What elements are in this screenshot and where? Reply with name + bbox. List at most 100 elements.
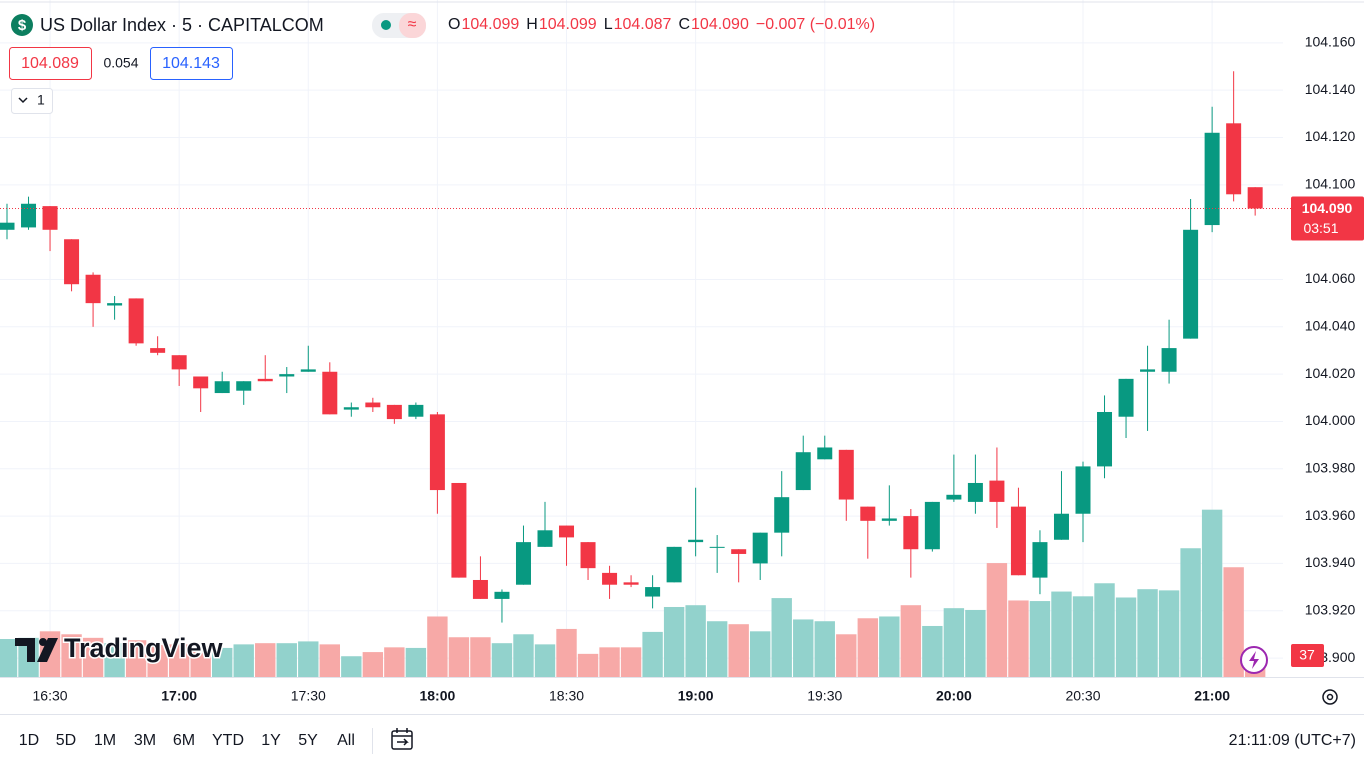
- settings-icon: [1326, 693, 1334, 701]
- candle-body: [365, 402, 381, 408]
- ohlc-value: 104.099: [539, 16, 597, 33]
- volume-bar: [384, 647, 405, 677]
- volume-bar: [233, 644, 254, 677]
- volume-bar: [405, 647, 427, 677]
- candle-body: [752, 532, 768, 564]
- x-tick-label: 18:00: [419, 688, 455, 704]
- range-button[interactable]: 5Y: [298, 732, 318, 749]
- candle-body: [666, 546, 682, 583]
- symbol-icon-glyph: $: [18, 17, 27, 34]
- range-button[interactable]: 1D: [19, 732, 39, 749]
- range-button[interactable]: All: [337, 732, 355, 749]
- volume-bar: [750, 631, 771, 677]
- range-button[interactable]: 3M: [134, 732, 156, 749]
- volume-label: 37: [1299, 647, 1315, 663]
- ohlc-key: H: [526, 16, 538, 33]
- volume-bar: [104, 643, 125, 677]
- candle-body: [989, 480, 1005, 502]
- volume-bar: [900, 605, 922, 677]
- volume-bar: [276, 643, 297, 677]
- x-tick-label: 20:00: [936, 688, 972, 704]
- candle-body: [1032, 542, 1048, 578]
- candle-body: [645, 587, 661, 597]
- candle-body: [214, 381, 230, 394]
- volume-bar: [470, 637, 491, 677]
- volume-bar: [879, 616, 900, 677]
- y-tick-label: 104.040: [1305, 318, 1356, 334]
- volume-bar: [1072, 596, 1094, 677]
- volume-bar: [857, 618, 878, 677]
- candle-body: [42, 206, 58, 230]
- x-tick-label: 19:00: [678, 688, 714, 704]
- x-tick-label: 19:30: [807, 688, 842, 704]
- countdown: 03:51: [1303, 220, 1338, 236]
- range-button[interactable]: YTD: [212, 732, 244, 749]
- volume-bar: [1180, 548, 1201, 677]
- candle-body: [279, 374, 295, 377]
- ask-box[interactable]: [150, 47, 233, 80]
- candle-body: [451, 482, 467, 578]
- delayed-badge: [399, 13, 426, 38]
- candle-body: [171, 355, 187, 370]
- x-tick-label: 17:30: [291, 688, 326, 704]
- candle-body: [946, 494, 962, 500]
- range-button[interactable]: 1Y: [261, 732, 281, 749]
- y-tick-label: 104.140: [1305, 81, 1356, 97]
- goto-date-icon[interactable]: [391, 730, 413, 750]
- candle-body: [64, 239, 80, 285]
- spread: 0.054: [103, 55, 138, 71]
- range-buttons: 1D 5D 1M 3M 6M YTD 1Y 5Y All: [19, 732, 355, 749]
- candle-body: [85, 274, 101, 304]
- range-button[interactable]: 6M: [173, 732, 195, 749]
- bid-box[interactable]: [9, 47, 92, 80]
- market-open-dot: [381, 20, 391, 30]
- candle-body: [602, 572, 618, 585]
- volume-bar: [61, 634, 82, 677]
- volume-bar: [577, 653, 599, 677]
- volume-bar: [168, 644, 190, 677]
- range-button[interactable]: 5D: [56, 732, 76, 749]
- candle-body: [343, 407, 359, 410]
- candle-body: [128, 298, 144, 344]
- candle-body: [429, 414, 445, 491]
- candle-body: [688, 539, 704, 543]
- volume-bar: [1094, 583, 1115, 677]
- y-tick-label: 103.920: [1305, 601, 1356, 617]
- volume-bar: [599, 647, 620, 677]
- candle-body: [472, 579, 488, 599]
- candle-body: [408, 404, 424, 417]
- volume-bar: [255, 643, 276, 677]
- candle-body: [150, 348, 166, 353]
- volume-bar: [620, 647, 642, 677]
- volume-bar: [771, 598, 792, 677]
- volume-bar: [943, 608, 965, 677]
- candle-body: [537, 530, 553, 547]
- ohlc-key: L: [604, 16, 613, 33]
- volume-bar: [986, 563, 1008, 677]
- candle-body: [817, 447, 833, 460]
- volume-bar: [1051, 591, 1072, 677]
- volume-bar: [1115, 597, 1137, 677]
- range-button[interactable]: 1M: [94, 732, 116, 749]
- settings-icon[interactable]: [1322, 689, 1338, 705]
- volume-bar: [513, 634, 534, 677]
- last-price-box: [1291, 196, 1364, 241]
- candle-body: [0, 222, 15, 230]
- last-price-label: 104.090: [1302, 200, 1353, 216]
- candle-body: [494, 591, 510, 599]
- candle-body: [1140, 369, 1156, 372]
- volume-bar: [1137, 589, 1158, 677]
- y-tick-label: 104.000: [1305, 412, 1356, 428]
- y-tick-label: 104.120: [1305, 128, 1356, 144]
- candle-body: [795, 452, 811, 491]
- candle-body: [1183, 229, 1199, 339]
- ohlc-value: 104.099: [461, 16, 519, 33]
- interval-dropdown[interactable]: [11, 88, 53, 114]
- x-tick-label: 21:00: [1194, 688, 1230, 704]
- bid-price: 104.089: [21, 55, 79, 72]
- volume-bar: [965, 609, 986, 677]
- candle-body: [967, 482, 983, 502]
- symbol-icon: [11, 14, 33, 36]
